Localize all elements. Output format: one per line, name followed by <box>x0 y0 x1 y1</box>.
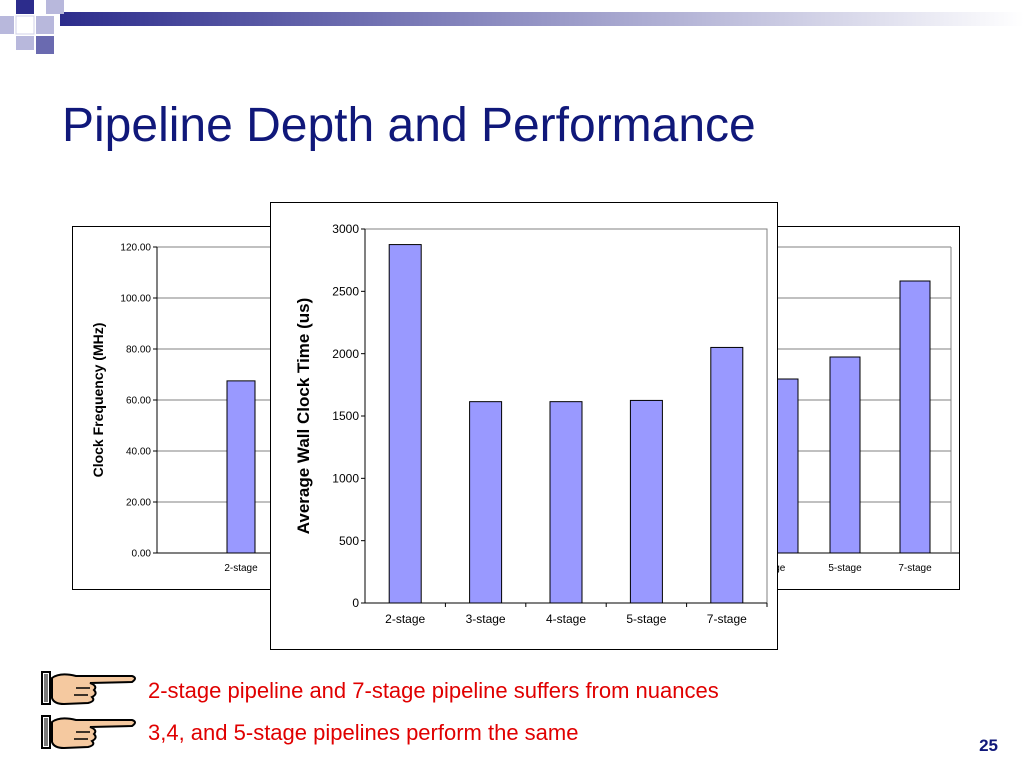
bar <box>388 244 422 604</box>
bullet-2-text: 3,4, and 5-stage pipelines perform the s… <box>148 720 579 745</box>
bar <box>629 399 663 604</box>
y-axis-label: Average Wall Clock Time (us) <box>294 298 313 535</box>
y-tick-label: 1500 <box>332 409 359 423</box>
x-tick-label: 5-stage <box>828 563 862 574</box>
y-tick-label: 0.00 <box>132 549 152 560</box>
wall-clock-time-chart-svg: 0 500 1000 1500 2000 2500 3000 2-stage 3-stage 4-… <box>294 222 768 626</box>
x-tick-label: 7-stage <box>898 563 932 574</box>
y-tick-label: 40.00 <box>126 447 151 458</box>
bar <box>829 356 861 554</box>
y-tick-label: 60.00 <box>126 396 151 407</box>
y-axis-label: Clock Frequency (MHz) <box>90 323 106 478</box>
pointing-hand-icon <box>41 715 136 750</box>
x-tick-label: 4-stage <box>546 612 586 626</box>
slide-title: Pipeline Depth and Performance <box>62 99 756 152</box>
x-tick-label: 3-stage <box>466 612 506 626</box>
wall-clock-time-chart: 0 500 1000 1500 2000 2500 3000 2-stage 3-stage 4-… <box>270 202 778 650</box>
y-tick-label: 3000 <box>332 222 359 236</box>
bar <box>899 280 931 554</box>
page-number: 25 <box>979 736 998 755</box>
x-tick-label: 5-stage <box>626 612 666 626</box>
bar <box>710 346 744 604</box>
slide-decoration <box>0 0 1024 54</box>
y-tick-label: 2500 <box>332 285 359 299</box>
y-tick-label: 20.00 <box>126 498 151 509</box>
bar <box>226 380 256 554</box>
x-tick-label: 2-stage <box>224 563 258 574</box>
y-tick-label: 100.00 <box>120 294 151 305</box>
y-tick-label: 120.00 <box>120 243 151 254</box>
pointing-hand-icon <box>41 671 136 706</box>
bullet-1-text: 2-stage pipeline and 7-stage pipeline su… <box>148 678 719 703</box>
y-tick-label: 0 <box>352 596 359 610</box>
x-tick-label: 7-stage <box>707 612 747 626</box>
x-tick-label: 2-stage <box>385 612 425 626</box>
y-tick-label: 2000 <box>332 347 359 361</box>
y-tick-label: 500 <box>339 534 359 548</box>
y-tick-label: 1000 <box>332 472 359 486</box>
bar <box>549 401 583 604</box>
bar <box>469 401 503 604</box>
y-tick-label: 80.00 <box>126 345 151 356</box>
